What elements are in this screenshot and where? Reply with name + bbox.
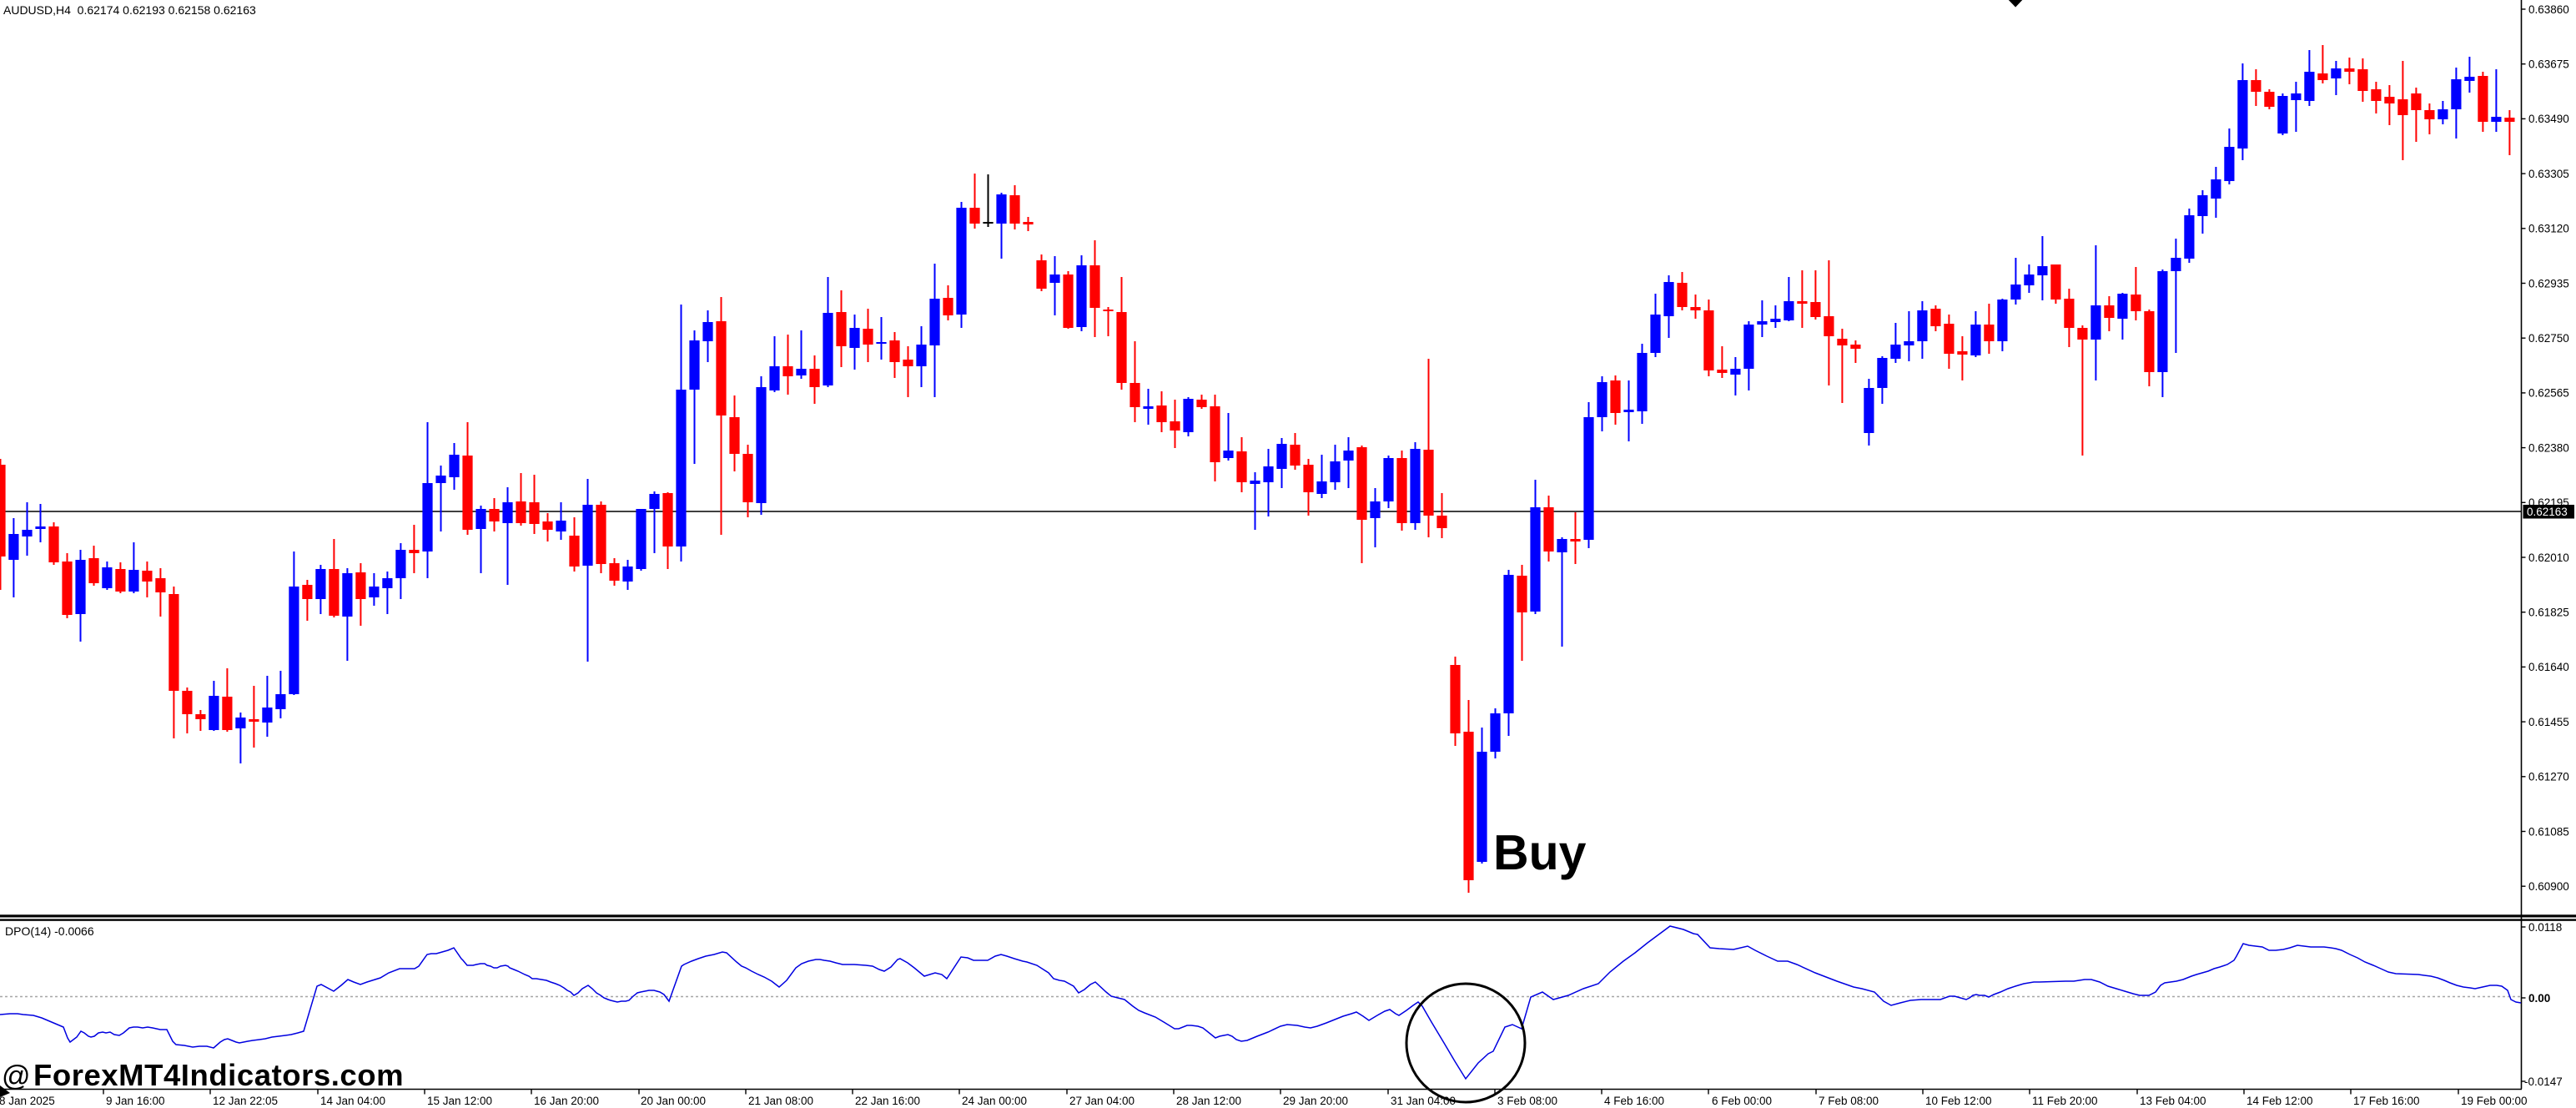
- svg-text:24 Jan 00:00: 24 Jan 00:00: [962, 1095, 1027, 1107]
- svg-text:0.63860: 0.63860: [2528, 3, 2569, 16]
- svg-text:0.62935: 0.62935: [2528, 277, 2569, 290]
- svg-text:9 Jan 16:00: 9 Jan 16:00: [106, 1095, 165, 1107]
- svg-text:Buy: Buy: [1493, 825, 1587, 880]
- svg-text:0.60900: 0.60900: [2528, 880, 2569, 893]
- svg-text:0.61825: 0.61825: [2528, 607, 2569, 619]
- svg-text:19 Feb 00:00: 19 Feb 00:00: [2461, 1095, 2528, 1107]
- svg-text:0.63675: 0.63675: [2528, 58, 2569, 71]
- svg-text:10 Feb 12:00: 10 Feb 12:00: [1925, 1095, 1992, 1107]
- svg-text:0.00: 0.00: [2528, 992, 2550, 1005]
- svg-text:DPO(14) -0.0066: DPO(14) -0.0066: [5, 924, 94, 938]
- svg-text:31 Jan 04:00: 31 Jan 04:00: [1391, 1095, 1456, 1107]
- svg-text:11 Feb 20:00: 11 Feb 20:00: [2032, 1095, 2098, 1107]
- svg-text:0.63305: 0.63305: [2528, 168, 2569, 180]
- svg-text:17 Feb 16:00: 17 Feb 16:00: [2353, 1095, 2420, 1107]
- svg-text:@: @: [2, 1060, 31, 1092]
- svg-text:29 Jan 20:00: 29 Jan 20:00: [1283, 1095, 1348, 1107]
- svg-text:0.62565: 0.62565: [2528, 387, 2569, 400]
- svg-text:0.62163: 0.62163: [2527, 506, 2568, 518]
- svg-text:22 Jan 16:00: 22 Jan 16:00: [855, 1095, 920, 1107]
- svg-text:3 Feb 08:00: 3 Feb 08:00: [1497, 1095, 1557, 1107]
- svg-text:0.0118: 0.0118: [2528, 921, 2562, 934]
- svg-text:13 Feb 04:00: 13 Feb 04:00: [2140, 1095, 2206, 1107]
- svg-text:0.63490: 0.63490: [2528, 113, 2569, 125]
- svg-text:8 Jan 2025: 8 Jan 2025: [0, 1095, 55, 1107]
- svg-text:0.61085: 0.61085: [2528, 825, 2569, 838]
- svg-text:21 Jan 08:00: 21 Jan 08:00: [748, 1095, 813, 1107]
- svg-text:0.62010: 0.62010: [2528, 551, 2569, 564]
- svg-text:12 Jan 22:05: 12 Jan 22:05: [213, 1095, 278, 1107]
- svg-text:ForexMT4Indicators.com: ForexMT4Indicators.com: [33, 1058, 404, 1092]
- svg-text:4 Feb 16:00: 4 Feb 16:00: [1604, 1095, 1664, 1107]
- svg-text:14 Jan 04:00: 14 Jan 04:00: [320, 1095, 385, 1107]
- svg-text:20 Jan 00:00: 20 Jan 00:00: [641, 1095, 706, 1107]
- svg-text:6 Feb 00:00: 6 Feb 00:00: [1712, 1095, 1772, 1107]
- svg-text:0.63120: 0.63120: [2528, 223, 2569, 235]
- svg-text:0.62380: 0.62380: [2528, 441, 2569, 454]
- svg-text:27 Jan 04:00: 27 Jan 04:00: [1069, 1095, 1135, 1107]
- svg-text:14 Feb 12:00: 14 Feb 12:00: [2246, 1095, 2313, 1107]
- svg-text:-0.0147: -0.0147: [2524, 1075, 2563, 1088]
- svg-text:16 Jan 20:00: 16 Jan 20:00: [534, 1095, 599, 1107]
- svg-text:0.61455: 0.61455: [2528, 716, 2569, 728]
- svg-text:7 Feb 08:00: 7 Feb 08:00: [1819, 1095, 1879, 1107]
- svg-text:28 Jan 12:00: 28 Jan 12:00: [1176, 1095, 1241, 1107]
- svg-text:AUDUSD,H4 0.62174 0.62193 0.6: AUDUSD,H4 0.62174 0.62193 0.62158 0.6216…: [3, 3, 256, 17]
- svg-text:15 Jan 12:00: 15 Jan 12:00: [427, 1095, 492, 1107]
- svg-text:0.61640: 0.61640: [2528, 661, 2569, 673]
- svg-text:0.61270: 0.61270: [2528, 771, 2569, 783]
- svg-text:0.62750: 0.62750: [2528, 332, 2569, 345]
